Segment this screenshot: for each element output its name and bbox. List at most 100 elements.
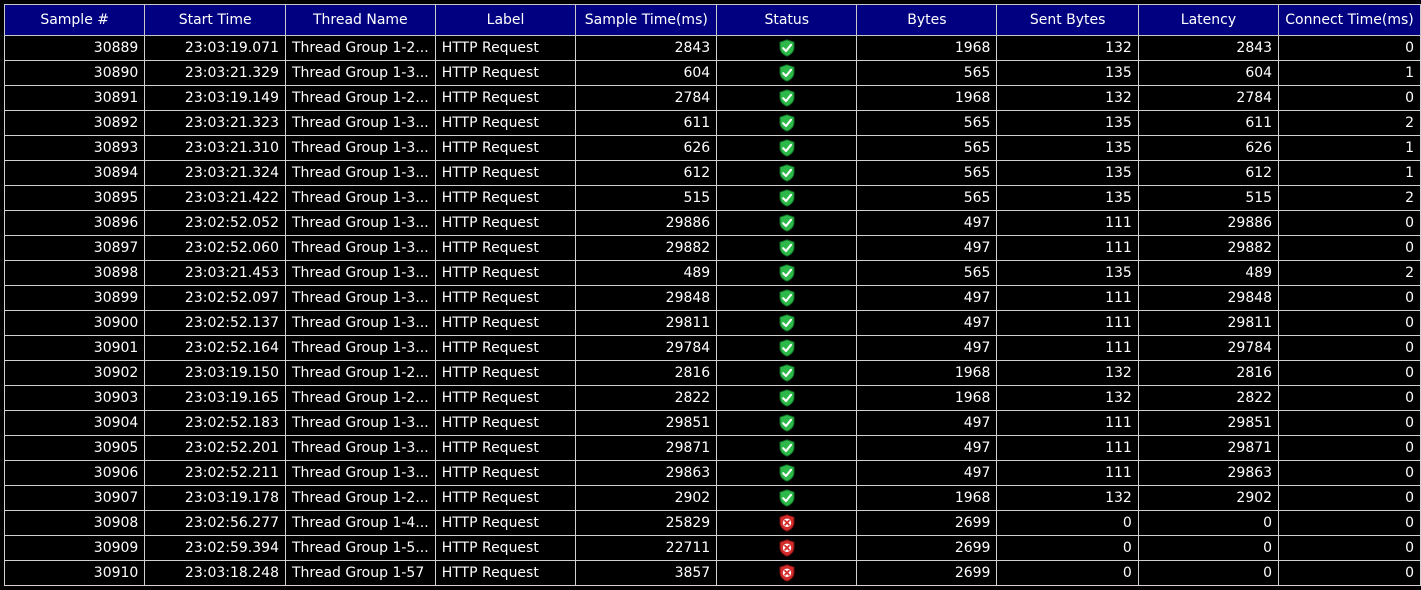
bytes-cell: 565 — [856, 185, 998, 211]
label-cell: HTTP Request — [434, 510, 577, 536]
column-header-start-time[interactable]: Start Time — [144, 4, 286, 36]
sent-bytes-cell: 111 — [996, 435, 1139, 461]
start-time-cell: 23:03:19.178 — [144, 485, 286, 511]
sample-time-cell: 29811 — [575, 310, 718, 336]
column-header-thread-name[interactable]: Thread Name — [284, 4, 436, 36]
column-header-bytes[interactable]: Bytes — [856, 4, 998, 36]
latency-cell: 29886 — [1137, 210, 1280, 236]
column-header-latency[interactable]: Latency — [1137, 4, 1280, 36]
sent-bytes-cell: 135 — [996, 60, 1139, 86]
label-cell: HTTP Request — [434, 60, 577, 86]
table-row[interactable]: 30897 23:02:52.060 Thread Group 1-3... HTTP… — [3, 235, 1421, 261]
connect-time-cell: 0 — [1278, 35, 1421, 61]
label-cell: HTTP Request — [434, 435, 577, 461]
latency-cell: 29848 — [1137, 285, 1280, 311]
success-shield-icon — [779, 439, 795, 457]
table-row[interactable]: 30901 23:02:52.164 Thread Group 1-3... HTTP… — [3, 335, 1421, 361]
status-cell — [716, 435, 858, 461]
table-row[interactable]: 30902 23:03:19.150 Thread Group 1-2... HTTP… — [3, 360, 1421, 386]
table-row[interactable]: 30903 23:03:19.165 Thread Group 1-2... HTTP… — [3, 385, 1421, 411]
sent-bytes-cell: 135 — [996, 185, 1139, 211]
error-shield-icon — [779, 564, 795, 582]
start-time-cell: 23:02:52.164 — [144, 335, 286, 361]
table-row[interactable]: 30907 23:03:19.178 Thread Group 1-2... HTTP… — [3, 485, 1421, 511]
table-row[interactable]: 30896 23:02:52.052 Thread Group 1-3... HTTP… — [3, 210, 1421, 236]
table-row[interactable]: 30893 23:03:21.310 Thread Group 1-3... HTTP… — [3, 135, 1421, 161]
bytes-cell: 565 — [856, 60, 998, 86]
success-shield-icon — [779, 64, 795, 82]
latency-cell: 2822 — [1137, 385, 1280, 411]
table-row[interactable]: 30895 23:03:21.422 Thread Group 1-3... HTTP… — [3, 185, 1421, 211]
column-header-connect-time[interactable]: Connect Time(ms) — [1278, 4, 1421, 36]
table-row[interactable]: 30900 23:02:52.137 Thread Group 1-3... HTTP… — [3, 310, 1421, 336]
bytes-cell: 497 — [856, 310, 998, 336]
table-row[interactable]: 30894 23:03:21.324 Thread Group 1-3... HTTP… — [3, 160, 1421, 186]
table-row[interactable]: 30890 23:03:21.329 Thread Group 1-3... HTTP… — [3, 60, 1421, 86]
column-header-sent-bytes[interactable]: Sent Bytes — [996, 4, 1139, 36]
start-time-cell: 23:02:52.211 — [144, 460, 286, 486]
start-time-cell: 23:02:52.201 — [144, 435, 286, 461]
sample-time-cell: 29882 — [575, 235, 718, 261]
status-cell — [716, 385, 858, 411]
bytes-cell: 1968 — [856, 360, 998, 386]
table-row[interactable]: 30904 23:02:52.183 Thread Group 1-3... HTTP… — [3, 410, 1421, 436]
connect-time-cell: 0 — [1278, 410, 1421, 436]
connect-time-cell: 2 — [1278, 260, 1421, 286]
latency-cell: 612 — [1137, 160, 1280, 186]
latency-cell: 29882 — [1137, 235, 1280, 261]
table-row[interactable]: 30892 23:03:21.323 Thread Group 1-3... HTTP… — [3, 110, 1421, 136]
thread-name-cell: Thread Group 1-4... — [284, 510, 436, 536]
start-time-cell: 23:03:19.071 — [144, 35, 286, 61]
bytes-cell: 497 — [856, 285, 998, 311]
table-row[interactable]: 30910 23:03:18.248 Thread Group 1-57 HTTP R… — [3, 560, 1421, 586]
sample-number-cell: 30895 — [3, 185, 146, 211]
success-shield-icon — [779, 414, 795, 432]
thread-name-cell: Thread Group 1-3... — [284, 285, 436, 311]
latency-cell: 515 — [1137, 185, 1280, 211]
label-cell: HTTP Request — [434, 160, 577, 186]
success-shield-icon — [779, 314, 795, 332]
label-cell: HTTP Request — [434, 485, 577, 511]
table-row[interactable]: 30891 23:03:19.149 Thread Group 1-2... HTTP… — [3, 85, 1421, 111]
bytes-cell: 565 — [856, 160, 998, 186]
latency-cell: 29784 — [1137, 335, 1280, 361]
latency-cell: 2784 — [1137, 85, 1280, 111]
connect-time-cell: 0 — [1278, 285, 1421, 311]
bytes-cell: 497 — [856, 410, 998, 436]
thread-name-cell: Thread Group 1-3... — [284, 460, 436, 486]
status-cell — [716, 560, 858, 586]
connect-time-cell: 0 — [1278, 560, 1421, 586]
sent-bytes-cell: 111 — [996, 410, 1139, 436]
success-shield-icon — [779, 239, 795, 257]
status-cell — [716, 135, 858, 161]
sent-bytes-cell: 132 — [996, 485, 1139, 511]
sent-bytes-cell: 0 — [996, 535, 1139, 561]
status-cell — [716, 160, 858, 186]
table-row[interactable]: 30909 23:02:59.394 Thread Group 1-5... HTTP… — [3, 535, 1421, 561]
success-shield-icon — [779, 39, 795, 57]
column-header-status[interactable]: Status — [716, 4, 858, 36]
table-row[interactable]: 30906 23:02:52.211 Thread Group 1-3... HTTP… — [3, 460, 1421, 486]
sent-bytes-cell: 132 — [996, 85, 1139, 111]
thread-name-cell: Thread Group 1-3... — [284, 210, 436, 236]
connect-time-cell: 0 — [1278, 235, 1421, 261]
column-header-sample-number[interactable]: Sample # — [3, 4, 146, 36]
table-row[interactable]: 30908 23:02:56.277 Thread Group 1-4... HTTP… — [3, 510, 1421, 536]
table-row[interactable]: 30898 23:03:21.453 Thread Group 1-3... HTTP… — [3, 260, 1421, 286]
thread-name-cell: Thread Group 1-2... — [284, 385, 436, 411]
latency-cell: 0 — [1137, 560, 1280, 586]
sample-time-cell: 2902 — [575, 485, 718, 511]
table-row[interactable]: 30889 23:03:19.071 Thread Group 1-2... HTTP… — [3, 35, 1421, 61]
success-shield-icon — [779, 139, 795, 157]
start-time-cell: 23:03:19.150 — [144, 360, 286, 386]
column-header-sample-time[interactable]: Sample Time(ms) — [575, 4, 718, 36]
table-row[interactable]: 30899 23:02:52.097 Thread Group 1-3... HTTP… — [3, 285, 1421, 311]
label-cell: HTTP Request — [434, 335, 577, 361]
connect-time-cell: 0 — [1278, 210, 1421, 236]
table-row[interactable]: 30905 23:02:52.201 Thread Group 1-3... HTTP… — [3, 435, 1421, 461]
connect-time-cell: 0 — [1278, 460, 1421, 486]
column-header-label[interactable]: Label — [434, 4, 577, 36]
sample-number-cell: 30889 — [3, 35, 146, 61]
sample-time-cell: 2822 — [575, 385, 718, 411]
latency-cell: 0 — [1137, 510, 1280, 536]
